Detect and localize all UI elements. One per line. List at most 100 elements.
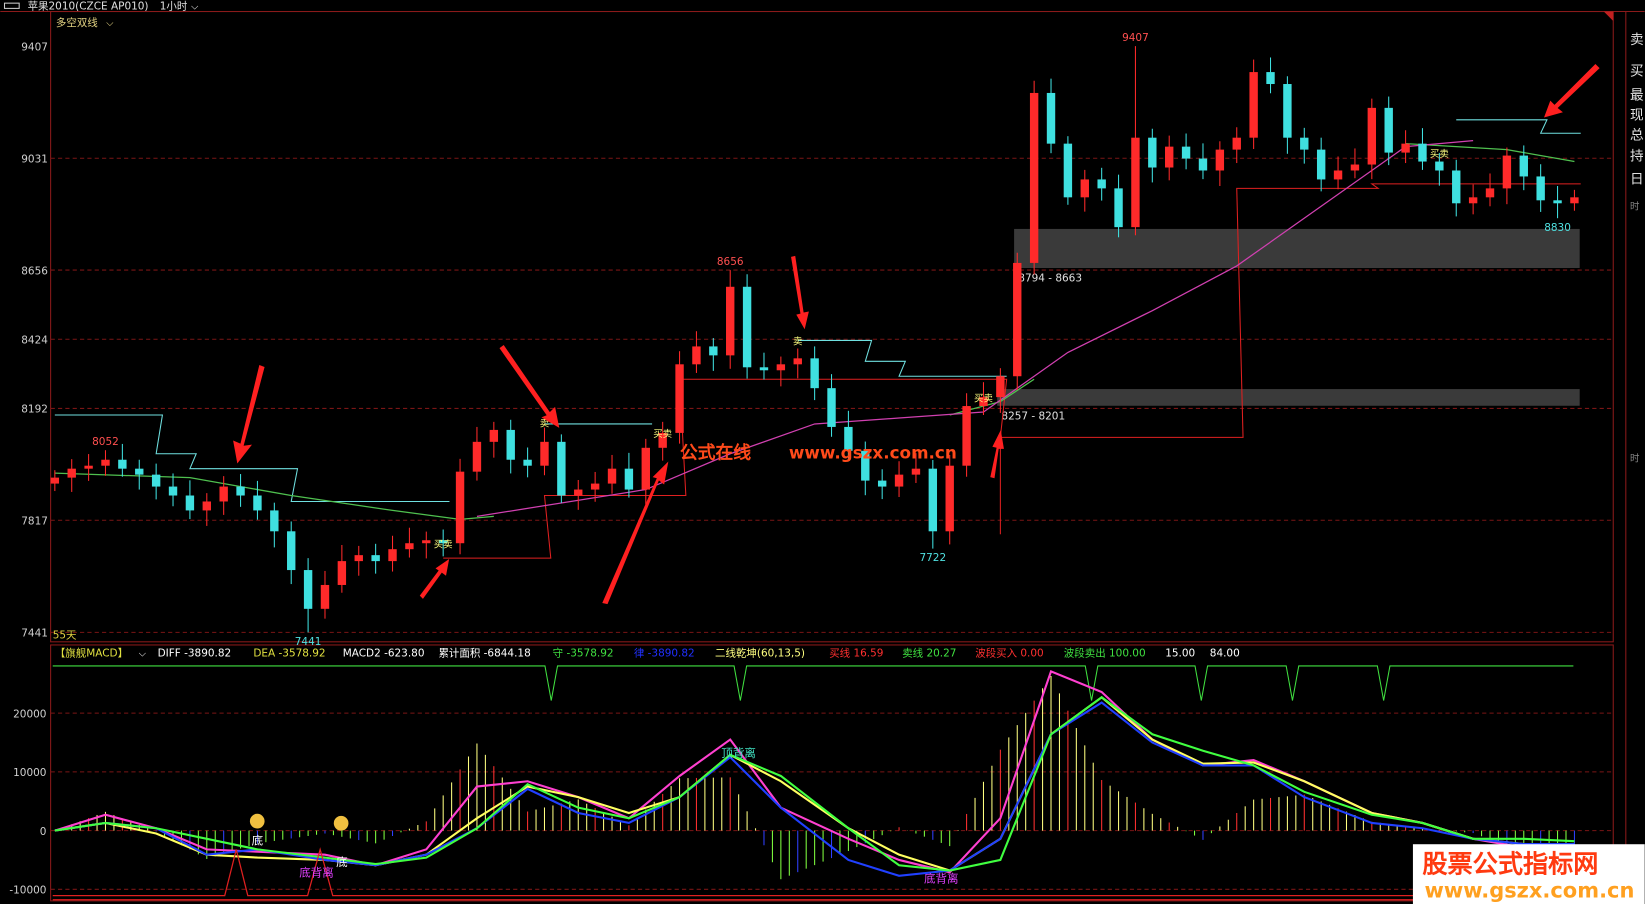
- logo-text: 股票公式指标网: [1422, 850, 1598, 879]
- candle-down: [827, 388, 836, 427]
- candle-up: [776, 364, 786, 371]
- candle-up: [202, 501, 211, 511]
- candle-up: [337, 561, 347, 585]
- extreme-price-label: 8830: [1544, 222, 1571, 234]
- logo-url: www.gszx.com.cn: [1424, 879, 1634, 903]
- divergence-label: 底背离: [924, 871, 959, 885]
- arrow-up-icon: [602, 461, 669, 605]
- candle-down: [709, 346, 718, 356]
- legend-item: 二线乾坤(60,13,5): [715, 647, 805, 660]
- candle-up: [1333, 170, 1343, 180]
- zone-label: 8257 - 8201: [1001, 410, 1065, 422]
- candle-down: [236, 486, 245, 496]
- candle-down: [1148, 137, 1157, 168]
- candle-up: [101, 459, 110, 466]
- candle-down: [1300, 137, 1309, 150]
- candle-down: [185, 495, 195, 511]
- candle-up: [692, 346, 701, 365]
- price-tick: 9407: [21, 41, 48, 53]
- legend-item: 累计面积 -6844.18: [438, 647, 530, 660]
- candle-up: [1013, 262, 1022, 377]
- divergence-label: 底: [252, 834, 264, 848]
- ma-green-line: [54, 472, 494, 521]
- signal-top-line: [52, 665, 1574, 701]
- candle-down: [1316, 149, 1326, 180]
- extreme-price-label: 8052: [92, 436, 119, 448]
- macd-legend: 【旗舰MACD】 ⌵ DIFF -3890.82 DEA -3578.92 MACD2 …: [55, 647, 1240, 660]
- legend-item: 波段买入 0.00: [975, 647, 1044, 660]
- legend-item: 卖线 20.27: [902, 647, 956, 660]
- price-tick: 8424: [21, 334, 48, 346]
- face-icons: [249, 813, 349, 831]
- candle-down: [1384, 107, 1393, 153]
- signal-label: 买卖: [653, 429, 672, 440]
- face-icon: [249, 813, 265, 829]
- macd-lines: [54, 670, 1575, 877]
- candle-down: [557, 441, 566, 496]
- candle-down: [118, 459, 127, 469]
- candle-down: [1519, 155, 1528, 177]
- candle-down: [1097, 179, 1106, 189]
- arrow-up-icon: [990, 429, 1004, 479]
- cyan-step-line: [54, 119, 1581, 503]
- macd-tick: 20000: [13, 708, 46, 720]
- candle-up: [1029, 92, 1039, 263]
- panel-label: 卖: [1630, 32, 1644, 48]
- candle-down: [1046, 92, 1056, 144]
- bottom-spikes: [52, 847, 1614, 901]
- arrow-down-icon: [791, 255, 809, 330]
- price-tick: 7441: [21, 628, 48, 640]
- chevron-down-icon[interactable]: ⌵: [106, 18, 113, 29]
- candle-up: [388, 549, 397, 562]
- zone-label: 8794 - 8663: [1018, 273, 1082, 285]
- candle-up: [590, 483, 600, 490]
- candle-down: [270, 510, 279, 532]
- price-tick: 8656: [21, 265, 48, 277]
- candle-up: [1165, 146, 1174, 168]
- indicator-selector[interactable]: 多空双线: [56, 16, 98, 29]
- legend-item: 波段卖出 100.00: [1064, 647, 1146, 660]
- divergence-label: 底: [336, 855, 348, 869]
- candle-down: [1452, 170, 1461, 204]
- legend-item: 买线 16.59: [829, 647, 883, 660]
- arrow-down-icon: [233, 364, 265, 464]
- macd-line: [54, 695, 1575, 872]
- candle-down: [1553, 200, 1562, 204]
- candle-up: [422, 540, 431, 544]
- legend-item: 律 -3890.82: [634, 647, 695, 660]
- candle-up: [1570, 197, 1579, 204]
- extreme-price-label: 8656: [717, 256, 744, 268]
- panel-label: 时: [1630, 452, 1640, 464]
- legend-item: 15.00: [1165, 648, 1195, 660]
- signal-label: 买卖: [434, 539, 453, 550]
- macd-tick: 0: [40, 826, 47, 838]
- face-icon: [333, 815, 349, 831]
- period-selector[interactable]: 1小时: [160, 0, 188, 12]
- candle-down: [371, 555, 380, 562]
- signal-label: 卖: [540, 419, 549, 430]
- watermark-text: 公式在线: [680, 441, 751, 463]
- extreme-price-label: 9407: [1122, 32, 1149, 44]
- candle-up: [67, 468, 76, 478]
- extreme-price-label: 7722: [919, 552, 946, 564]
- legend-item: DIFF -3890.82: [158, 648, 232, 660]
- site-logo: 股票公式指标网 www.gszx.com.cn: [1412, 844, 1645, 904]
- price-tick: 7817: [21, 515, 48, 527]
- panel-label: 时: [1630, 201, 1640, 213]
- candle-up: [793, 358, 802, 365]
- chevron-down-icon[interactable]: ⌵: [191, 1, 198, 12]
- candle-up: [472, 441, 482, 472]
- symbol-title: 苹果2010(CZCE AP010): [28, 0, 149, 12]
- candle-up: [84, 465, 93, 469]
- candle-down: [253, 495, 262, 511]
- legend-item: 守 -3578.92: [553, 647, 614, 660]
- price-axis: 9407 9031 8656 8424 8192 7817 7441: [21, 41, 48, 639]
- macd-title: 【旗舰MACD】: [55, 647, 128, 660]
- macd-panel: [50, 644, 1614, 902]
- macd-axis: 20000 10000 0 -10000: [9, 708, 46, 896]
- main-chart-panel: [50, 11, 1614, 643]
- candle-down: [523, 459, 532, 466]
- candle-up: [607, 468, 617, 484]
